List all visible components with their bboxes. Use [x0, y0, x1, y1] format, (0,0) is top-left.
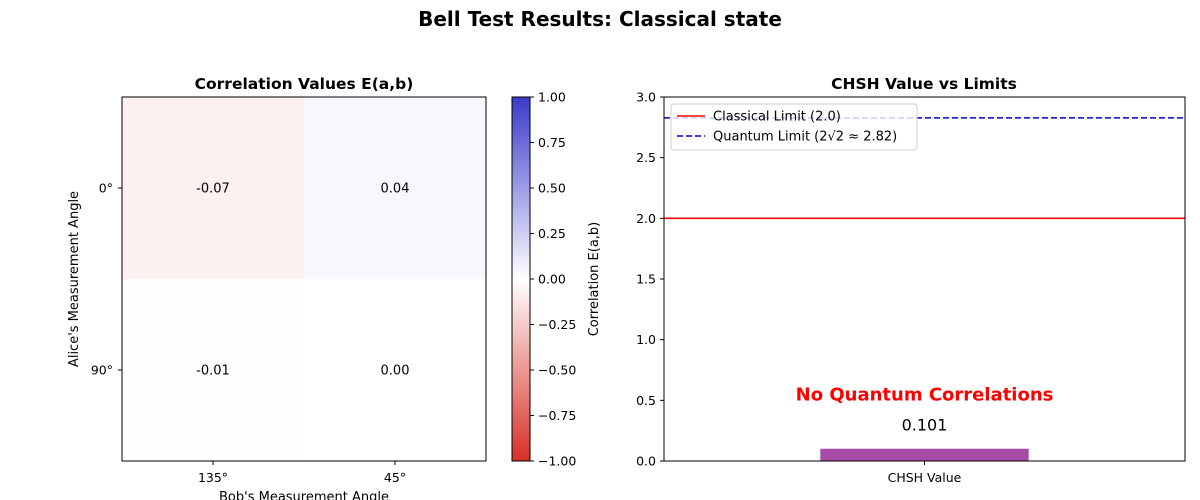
colorbar-tick-label: 1.00 [538, 90, 566, 105]
bar-chart-legend: Classical Limit (2.0) Quantum Limit (2√2 … [670, 103, 918, 151]
bar-chart-ticks: 0.0 0.5 1.0 1.5 2.0 2.5 3.0 CHSH Value [636, 90, 962, 486]
colorbar-ticks: 1.00 0.75 0.50 0.25 0.00 −0.25 −0.50 −0.75 −1.00 [530, 90, 576, 469]
bar-chart-ytick-label: 1.5 [636, 272, 656, 287]
bar-chart-ytick-label: 2.0 [636, 211, 656, 226]
heatmap-ylabel: Alice's Measurement Angle [67, 191, 82, 367]
legend-label: Classical Limit (2.0) [713, 110, 841, 125]
bar-chart-ytick-label: 1.0 [636, 332, 656, 347]
colorbar-tick-label: −1.00 [538, 454, 576, 469]
heatmap-frame [121, 96, 487, 462]
colorbar-tick-label: 0.00 [538, 272, 566, 287]
heatmap-ticks: 135° 45° 0° 90° [91, 181, 406, 486]
colorbar: 1.00 0.75 0.50 0.25 0.00 −0.25 −0.50 −0.75 −1.00… [511, 90, 602, 469]
heatmap-cell [304, 97, 486, 279]
bar-chart-panel: CHSH Value vs Limits 0.101 0.0 0.5 1.0 1.5 2… [636, 75, 1186, 486]
colorbar-label: Correlation E(a,b) [587, 222, 602, 337]
heatmap-panel: Correlation Values E(a,b) -0.07 0.04 -0.01… [67, 75, 487, 500]
bar-chart-ytick-label: 3.0 [636, 90, 656, 105]
heatmap-cells: -0.07 0.04 -0.01 0.00 [122, 97, 486, 461]
heatmap-xtick-label: 45° [384, 470, 406, 485]
bar-chart-xtick-label: CHSH Value [888, 470, 962, 485]
heatmap-cell-value: 0.00 [381, 364, 410, 379]
colorbar-tick-label: −0.50 [538, 363, 576, 378]
bar-chart-title: CHSH Value vs Limits [831, 75, 1017, 93]
colorbar-tick-label: −0.75 [538, 408, 576, 423]
heatmap-cell [304, 279, 486, 461]
chsh-bar [820, 448, 1029, 461]
chsh-bar-value-label: 0.101 [902, 416, 948, 435]
heatmap-cell-value: 0.04 [381, 182, 410, 197]
heatmap-cell [122, 97, 304, 279]
heatmap-xtick-label: 135° [198, 470, 228, 485]
legend-box [670, 103, 918, 151]
heatmap-ytick-label: 90° [91, 363, 113, 378]
bar-chart-frame [663, 96, 1186, 462]
figure-title: Bell Test Results: Classical state [418, 7, 782, 31]
heatmap-title: Correlation Values E(a,b) [195, 75, 414, 93]
colorbar-gradient [511, 96, 531, 462]
heatmap-ytick-label: 0° [99, 181, 113, 196]
no-quantum-annotation: No Quantum Correlations [796, 384, 1054, 405]
bar-chart-bars: 0.101 [820, 416, 1029, 461]
bar-chart-ytick-label: 0.0 [636, 454, 656, 469]
bar-chart-ytick-label: 0.5 [636, 393, 656, 408]
colorbar-tick-label: 0.50 [538, 181, 566, 196]
heatmap-cell-value: -0.01 [196, 364, 230, 379]
colorbar-tick-label: −0.25 [538, 317, 576, 332]
heatmap-cell [122, 279, 304, 461]
bar-chart-ytick-label: 2.5 [636, 150, 656, 165]
colorbar-tick-label: 0.25 [538, 226, 566, 241]
legend-label: Quantum Limit (2√2 ≈ 2.82) [713, 130, 897, 145]
heatmap-cell-value: -0.07 [196, 182, 230, 197]
heatmap-xlabel: Bob's Measurement Angle [219, 490, 389, 500]
colorbar-tick-label: 0.75 [538, 135, 566, 150]
